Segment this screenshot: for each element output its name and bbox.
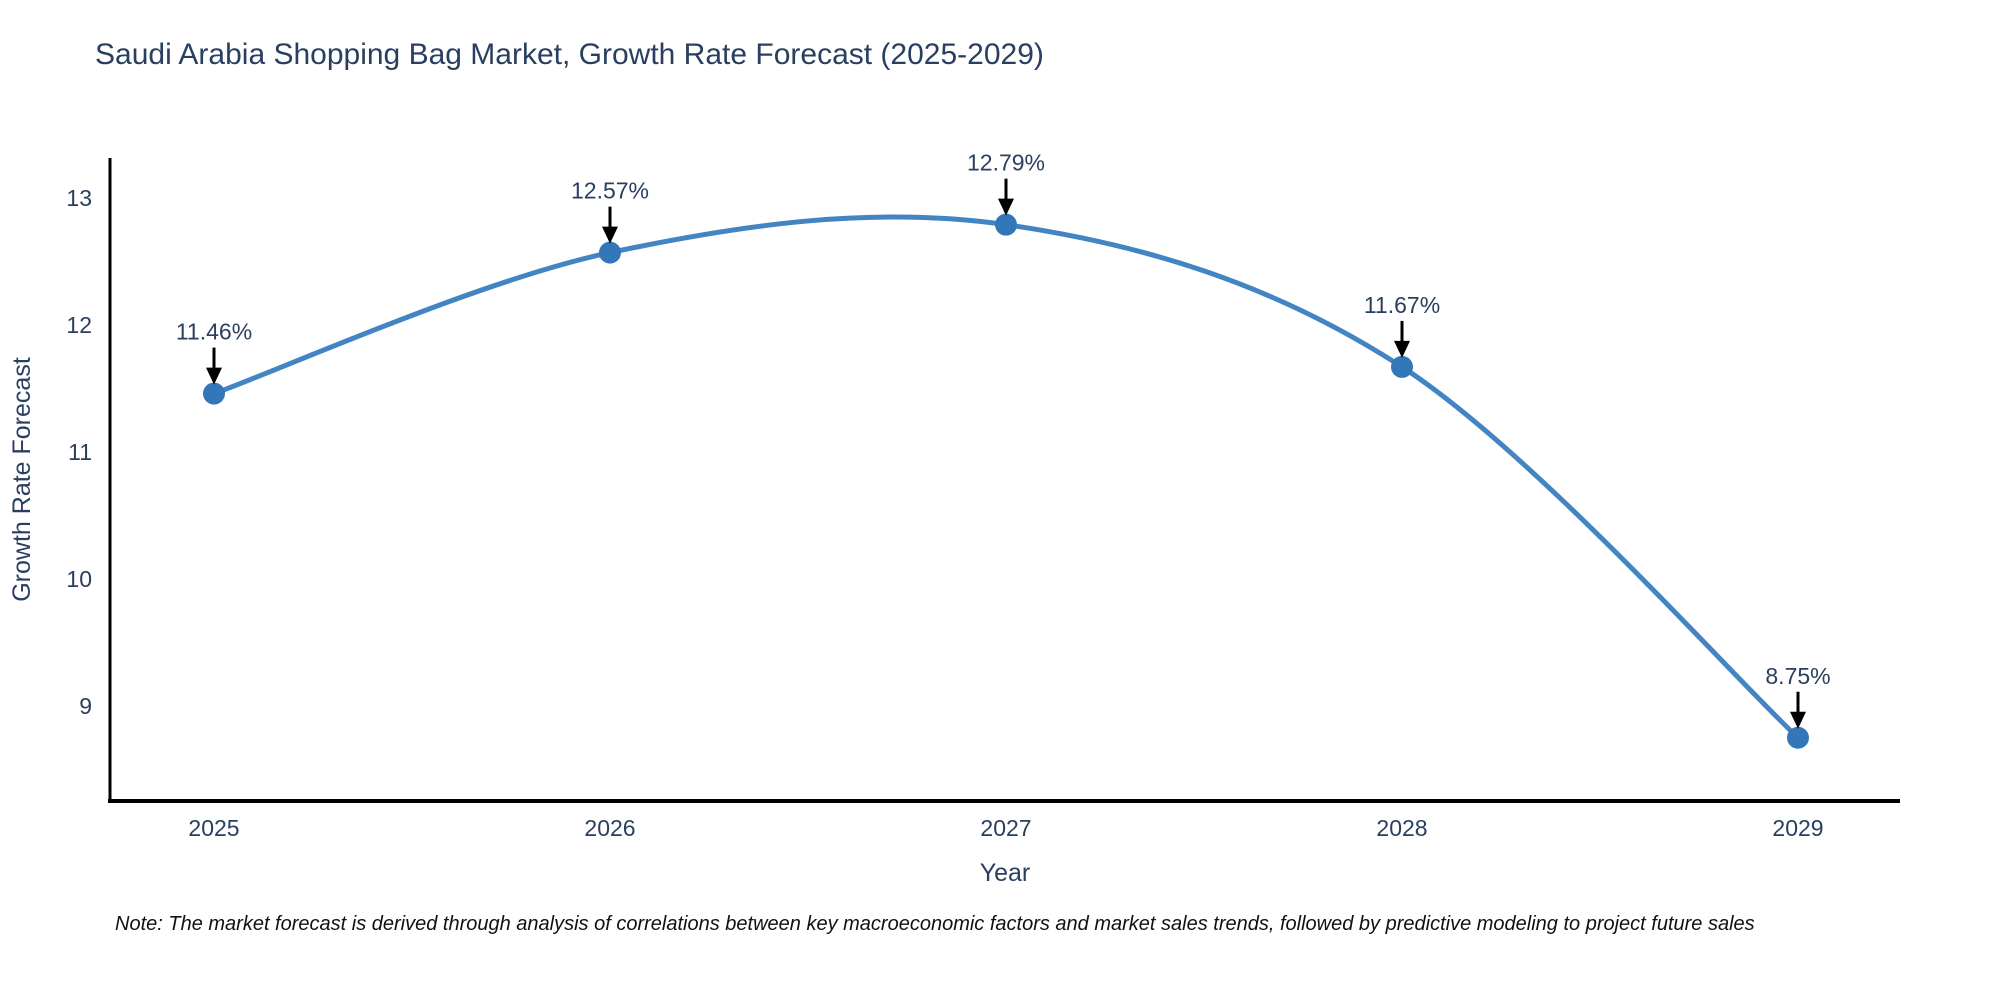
annotation-arrowhead-icon: [998, 198, 1014, 216]
data-point-marker[interactable]: [1787, 726, 1809, 749]
y-axis-title: Growth Rate Forecast: [8, 357, 36, 602]
annotation-arrowhead-icon: [1790, 711, 1806, 729]
y-tick-label: 12: [66, 312, 92, 338]
point-value-label: 12.79%: [967, 150, 1045, 176]
data-point-marker[interactable]: [599, 241, 621, 264]
y-tick-label: 13: [66, 185, 92, 211]
annotation-layer: 11.46% 12.57% 12.79% 11.67% 8.75%: [176, 150, 1831, 729]
annotation-arrowhead-icon: [602, 226, 618, 244]
point-value-label: 11.67%: [1364, 292, 1440, 318]
footnote: Note: The market forecast is derived thr…: [115, 913, 1755, 935]
x-tick-label: 2026: [584, 815, 635, 841]
annotation-arrowhead-icon: [1394, 340, 1410, 358]
x-tick-label: 2029: [1772, 815, 1823, 841]
forecast-line: [211, 214, 1801, 741]
axes-layer: 13 12 11 10 9 2025 2026 2027 2028 2029 Year Growth …: [8, 158, 1900, 887]
annotation-arrowhead-icon: [206, 367, 222, 385]
y-tick-label: 9: [79, 693, 92, 719]
data-point-marker[interactable]: [203, 382, 225, 405]
point-value-label: 12.57%: [571, 178, 649, 204]
series-layer: [203, 213, 1809, 749]
x-tick-label: 2028: [1376, 815, 1427, 841]
data-point-marker[interactable]: [995, 213, 1017, 236]
point-value-label: 11.46%: [176, 319, 252, 345]
chart-title: Saudi Arabia Shopping Bag Market, Growth…: [95, 38, 1044, 71]
x-tick-label: 2025: [188, 815, 239, 841]
data-point-marker[interactable]: [1391, 355, 1413, 378]
x-tick-label: 2027: [980, 815, 1031, 841]
y-tick-label: 10: [66, 566, 92, 592]
y-tick-label: 11: [68, 439, 92, 465]
x-axis-title: Year: [980, 859, 1031, 887]
point-value-label: 8.75%: [1765, 663, 1830, 689]
